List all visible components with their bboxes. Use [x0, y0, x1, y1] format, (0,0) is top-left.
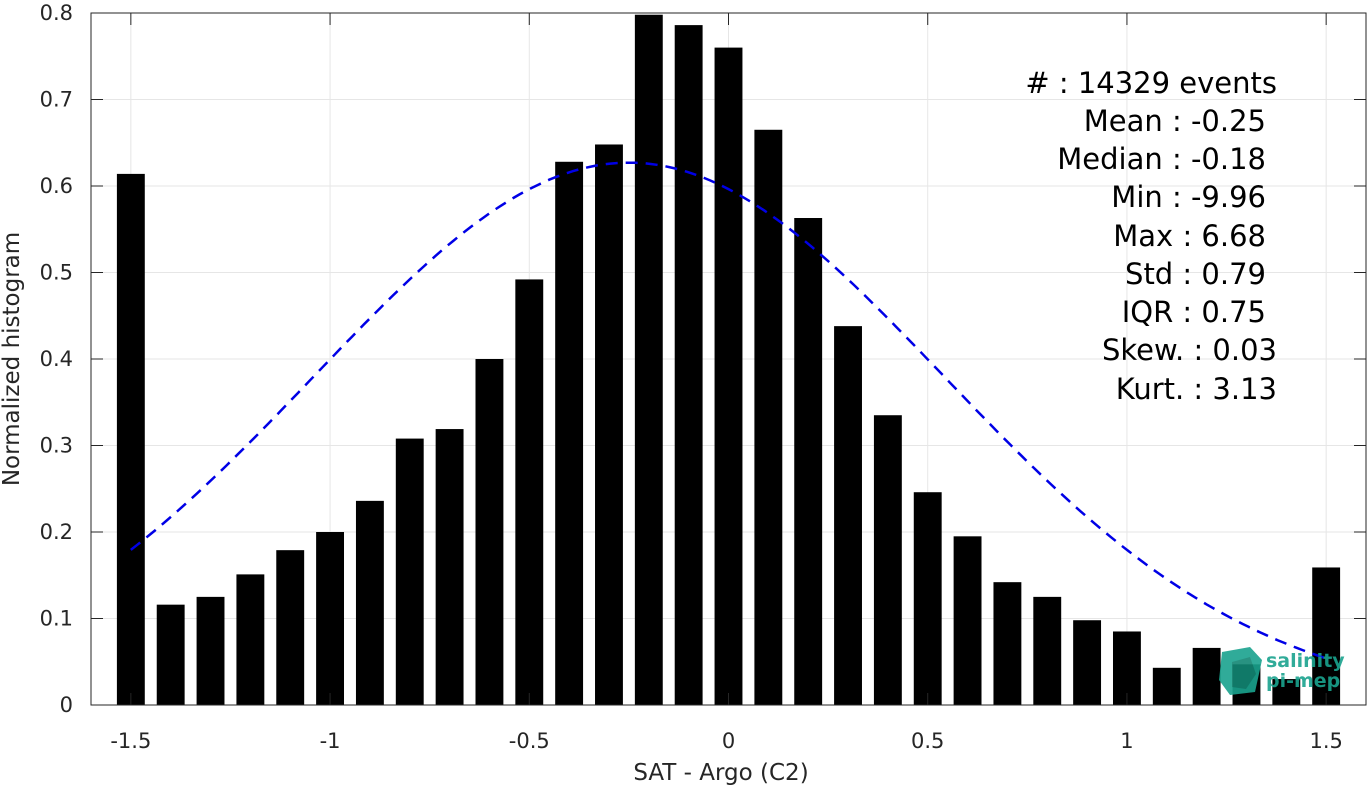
- bars-group: [116, 14, 1341, 706]
- y-tick-label: 0.6: [40, 174, 73, 198]
- histogram-bar: [953, 536, 982, 705]
- x-tick-labels: -1.5 -1 -0.5 0 0.5 1 1.5: [110, 729, 1343, 753]
- histogram-bar: [1033, 596, 1062, 705]
- y-tick-label: 0.4: [40, 347, 73, 371]
- x-tick-label: -1: [320, 729, 341, 753]
- x-tick-label: -1.5: [110, 729, 151, 753]
- histogram-bar: [714, 47, 743, 706]
- histogram-bar: [834, 326, 862, 705]
- stat-events: # : 14329 events: [1025, 66, 1277, 100]
- salinity-pimep-logo: salinity pi-mep: [1219, 647, 1345, 695]
- histogram-bar: [116, 173, 145, 705]
- histogram-bar: [993, 582, 1022, 705]
- histogram-bar: [316, 532, 345, 705]
- histogram-bar: [1073, 620, 1102, 705]
- histogram-bar: [515, 279, 544, 705]
- histogram-bar: [1272, 679, 1301, 705]
- logo-mark-shade-icon: [1232, 657, 1256, 689]
- x-tick-label: 1: [1120, 729, 1133, 753]
- y-tick-label: 0.8: [40, 1, 73, 25]
- stat-std: Std : 0.79: [1125, 257, 1266, 291]
- y-axis-label: Normalized histogram: [0, 232, 25, 486]
- stat-kurt: Kurt. : 3.13: [1116, 372, 1277, 406]
- histogram-bar: [475, 359, 504, 705]
- stat-iqr: IQR : 0.75: [1122, 295, 1266, 329]
- gaussian-fit-group: [130, 161, 1327, 660]
- histogram-bar: [355, 500, 384, 705]
- logo-text-pimep: pi-mep: [1266, 670, 1340, 692]
- stat-min: Min : -9.96: [1111, 180, 1266, 214]
- histogram-bar: [156, 604, 185, 705]
- histogram-bar: [1192, 647, 1221, 705]
- histogram-bar: [196, 596, 225, 705]
- y-tick-label: 0.5: [40, 261, 73, 285]
- y-tick-label: 0.2: [40, 520, 73, 544]
- y-tick-labels: 0 0.1 0.2 0.3 0.4 0.5 0.6 0.7 0.8: [40, 1, 73, 717]
- gaussian-fit-curve: [130, 161, 1327, 660]
- histogram-bar: [276, 550, 305, 705]
- histogram-bar: [1112, 631, 1141, 705]
- x-tick-label: 0: [722, 729, 735, 753]
- y-tick-label: 0: [60, 693, 73, 717]
- x-tick-label: 1.5: [1309, 729, 1342, 753]
- histogram-bar: [634, 14, 663, 706]
- histogram-bar: [873, 415, 902, 705]
- histogram-bar: [435, 429, 464, 705]
- y-tick-label: 0.3: [40, 434, 73, 458]
- histogram-bar: [674, 25, 703, 706]
- histogram-bar: [555, 161, 584, 705]
- stat-mean: Mean : -0.25: [1084, 104, 1266, 138]
- stat-skew: Skew. : 0.03: [1102, 333, 1277, 367]
- histogram-bar: [595, 144, 623, 706]
- histogram-bar: [794, 218, 823, 705]
- x-axis-label: SAT - Argo (C2): [633, 760, 808, 786]
- logo-text-salinity: salinity: [1266, 650, 1345, 672]
- histogram-bar: [913, 492, 942, 705]
- histogram-bar: [1312, 567, 1341, 705]
- stats-box: # : 14329 events Mean : -0.25 Median : -…: [1025, 66, 1277, 406]
- y-tick-label: 0.7: [40, 88, 73, 112]
- histogram-bar: [236, 574, 265, 705]
- histogram-bar: [1152, 667, 1181, 705]
- histogram-bar: [395, 438, 424, 705]
- axes-ticks: [91, 12, 1366, 706]
- x-tick-label: 0.5: [911, 729, 944, 753]
- y-tick-label: 0.1: [40, 607, 73, 631]
- histogram-bar: [754, 129, 783, 705]
- stat-max: Max : 6.68: [1113, 219, 1266, 253]
- x-tick-label: -0.5: [509, 729, 550, 753]
- stat-median: Median : -0.18: [1057, 142, 1266, 176]
